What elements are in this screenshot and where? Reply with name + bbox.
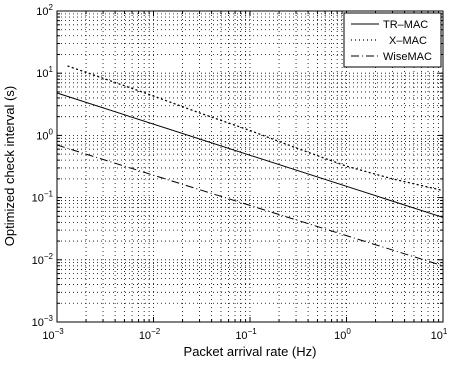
grid <box>57 11 443 322</box>
x-tick-label: 100 <box>334 327 351 342</box>
axis-ticks <box>57 11 443 322</box>
series-layer <box>56 65 444 267</box>
y-tick-label: 10−1 <box>32 190 54 205</box>
legend-box <box>343 12 442 68</box>
x-tick-label: 101 <box>431 327 448 342</box>
series-line-tr-mac <box>56 92 444 218</box>
x-tick-label: 10−2 <box>139 327 161 342</box>
y-tick-label: 10−2 <box>32 252 54 267</box>
legend: TR–MAC X–MAC WiseMAC <box>343 12 442 68</box>
x-tick-label: 10−3 <box>42 327 64 342</box>
legend-label-x-mac: X–MAC <box>389 35 427 47</box>
y-tick-label: 10−3 <box>32 314 54 329</box>
y-tick-label: 102 <box>36 3 53 18</box>
y-tick-label: 100 <box>36 127 53 142</box>
y-axis-title: Optimized check interval (s) <box>2 86 17 246</box>
y-tick-label: 101 <box>36 65 53 80</box>
series-line-x-mac <box>67 65 444 192</box>
x-tick-label: 10−1 <box>235 327 257 342</box>
x-axis-title: Packet arrival rate (Hz) <box>184 344 317 359</box>
x-tick-labels: 10−3 10−2 10−1 100 101 <box>42 327 448 342</box>
series-line-wisemac <box>56 144 444 267</box>
legend-label-wisemac: WiseMAC <box>383 51 432 63</box>
legend-label-tr-mac: TR–MAC <box>383 19 428 31</box>
y-tick-labels: 10−3 10−2 10−1 100 101 102 <box>32 3 54 329</box>
